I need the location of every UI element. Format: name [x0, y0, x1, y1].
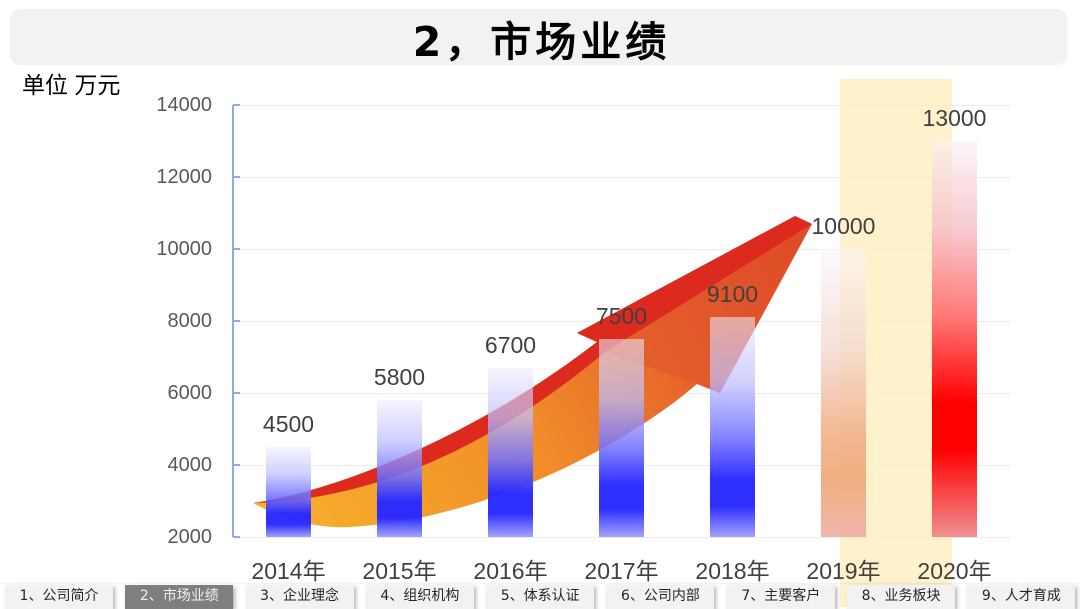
y-tick-label: 8000: [167, 310, 213, 332]
tab-major-clients[interactable]: 7、主要客户: [726, 585, 835, 609]
data-label: 9100: [706, 281, 759, 308]
x-axis-label: 2020年: [917, 558, 992, 584]
tab-bar: 1、公司简介 2、市场业绩 3、企业理念 4、组织机构 5、体系认证 6、公司内…: [5, 585, 1076, 609]
x-axis-label: 2017年: [584, 558, 659, 584]
page-title: 2，市场业绩: [412, 18, 671, 66]
x-axis-label: 2019年: [806, 558, 881, 584]
title-bar: 2，市场业绩: [10, 9, 1067, 66]
chart-bar: [377, 400, 422, 537]
y-tick-mark: [233, 464, 240, 466]
y-tick-label: 12000: [156, 166, 212, 188]
x-axis-label: 2016年: [473, 558, 548, 584]
chart-bar: [932, 141, 977, 537]
gridline: [233, 104, 1010, 106]
data-label: 7500: [595, 303, 648, 329]
y-tick-mark: [233, 536, 240, 538]
tab-company-intro[interactable]: 1、公司简介: [5, 585, 113, 609]
x-axis-label: 2015年: [362, 558, 437, 584]
data-label: 10000: [811, 213, 876, 239]
y-tick-label: 10000: [156, 238, 212, 260]
data-label: 5800: [373, 364, 426, 391]
x-axis-label: 2018年: [695, 558, 770, 584]
y-axis-line: [232, 105, 234, 537]
data-label: 4500: [262, 411, 315, 437]
y-tick-mark: [233, 320, 240, 322]
tab-system-certification[interactable]: 5、体系认证: [486, 585, 595, 609]
arrow-head-face: [605, 224, 812, 393]
x-axis-label: 2014年: [251, 558, 326, 584]
tab-bar-divider: [0, 582, 1080, 584]
tab-business-segments[interactable]: 8、业务板块: [847, 585, 956, 609]
y-tick-label: 2000: [167, 526, 213, 548]
chart-bar: [710, 317, 755, 537]
y-tick-label: 14000: [156, 94, 212, 116]
chart-bar: [488, 367, 533, 537]
y-tick-mark: [233, 104, 240, 106]
tab-organization[interactable]: 4、组织机构: [365, 585, 474, 609]
tab-talent-development[interactable]: 9、人才育成: [967, 585, 1076, 609]
y-tick-label: 4000: [167, 454, 213, 476]
tab-company-internal[interactable]: 6、公司内部: [606, 585, 715, 609]
arrow-top-band: [253, 216, 812, 503]
gridline: [233, 176, 1010, 178]
data-label: 13000: [922, 105, 987, 131]
chart-bar: [599, 339, 644, 537]
y-tick-mark: [233, 392, 240, 394]
gridline: [233, 536, 1010, 538]
chart-bar: [266, 447, 311, 537]
chart-bar: [821, 249, 866, 537]
tab-market-performance[interactable]: 2、市场业绩: [125, 585, 234, 609]
unit-label: 单位 万元: [22, 72, 121, 98]
y-tick-mark: [233, 248, 240, 250]
data-label: 6700: [484, 331, 537, 358]
tab-corporate-philosophy[interactable]: 3、企业理念: [245, 585, 354, 609]
gridline: [233, 248, 1010, 250]
y-tick-label: 6000: [167, 382, 213, 404]
y-tick-mark: [233, 176, 240, 178]
